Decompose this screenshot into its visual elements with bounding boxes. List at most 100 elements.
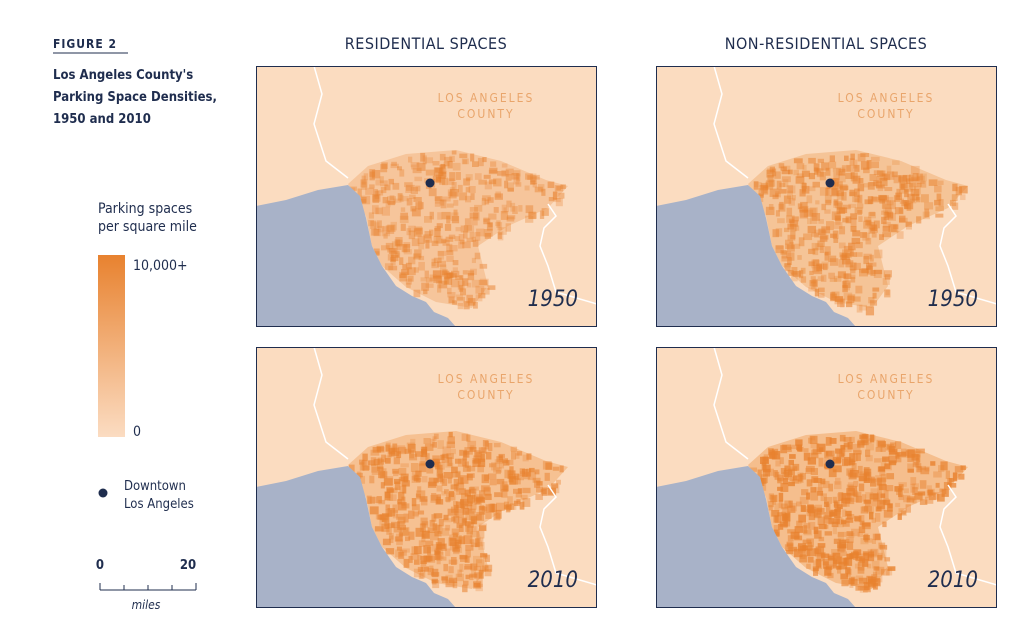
density-cell xyxy=(841,492,851,501)
density-cell xyxy=(815,200,820,205)
density-cell xyxy=(832,559,837,569)
density-cell xyxy=(828,161,837,169)
panel-border xyxy=(656,347,997,608)
scale-end: 20 xyxy=(180,558,196,573)
density-cell xyxy=(847,553,853,559)
density-cell xyxy=(876,176,882,184)
density-cell xyxy=(833,199,839,206)
density-cell xyxy=(387,248,396,253)
density-cell xyxy=(443,514,449,521)
density-cell xyxy=(860,161,870,170)
density-cell xyxy=(377,514,382,520)
density-cell xyxy=(862,440,868,446)
density-cell xyxy=(464,218,471,226)
density-cell xyxy=(415,470,422,477)
density-cell xyxy=(385,458,391,464)
density-cell xyxy=(795,439,803,446)
density-cell xyxy=(877,554,883,561)
density-cell xyxy=(424,270,429,279)
density-cell xyxy=(907,193,915,203)
density-cell xyxy=(859,304,867,311)
density-cell xyxy=(432,523,438,531)
density-cell xyxy=(848,472,857,480)
density-cell xyxy=(467,522,474,528)
density-cell xyxy=(838,259,845,268)
density-cell xyxy=(852,230,861,237)
density-cell xyxy=(452,267,458,272)
density-cell xyxy=(360,179,368,188)
density-cell xyxy=(390,259,396,266)
density-cell xyxy=(882,221,891,228)
density-cell xyxy=(438,473,443,479)
density-cell xyxy=(387,492,394,501)
density-cell xyxy=(453,209,458,216)
density-cell xyxy=(408,531,415,540)
density-cell xyxy=(880,493,886,498)
density-cell xyxy=(421,282,430,291)
density-cell xyxy=(526,468,532,477)
density-cell xyxy=(788,546,798,552)
density-cell xyxy=(906,178,911,184)
density-cell xyxy=(799,206,808,213)
density-cell xyxy=(386,527,392,535)
density-cell xyxy=(807,505,815,514)
downtown-marker xyxy=(825,178,835,188)
density-cell xyxy=(893,175,901,184)
density-cell xyxy=(401,269,410,275)
density-cell xyxy=(783,179,789,188)
density-cell xyxy=(829,438,837,444)
density-cell xyxy=(833,238,839,243)
density-cell xyxy=(850,578,858,586)
density-cell xyxy=(880,444,886,452)
density-cell xyxy=(772,168,777,177)
density-cell xyxy=(384,522,390,529)
density-cell xyxy=(408,225,416,233)
density-cell xyxy=(926,485,932,494)
density-cell xyxy=(811,259,820,269)
density-cell xyxy=(794,526,804,533)
density-cell xyxy=(853,450,862,455)
density-cell xyxy=(415,185,421,192)
legend-max: 10,000+ xyxy=(133,258,188,274)
density-cell xyxy=(840,185,849,191)
density-cell xyxy=(824,209,831,214)
density-cell xyxy=(478,525,487,531)
title-line: Parking Space Densities, xyxy=(53,90,217,105)
density-cell xyxy=(826,221,834,231)
density-cell xyxy=(853,480,859,487)
density-cell xyxy=(879,198,885,204)
density-cell xyxy=(455,539,462,549)
density-cell xyxy=(911,194,919,201)
density-cell xyxy=(947,483,957,488)
density-cell xyxy=(884,274,891,280)
density-cell xyxy=(478,447,487,454)
density-cell xyxy=(478,179,487,185)
density-cell xyxy=(837,532,845,541)
density-cell xyxy=(911,454,919,461)
density-cell xyxy=(758,187,764,197)
density-cell xyxy=(867,182,875,190)
density-cell xyxy=(871,232,877,238)
density-cell xyxy=(530,173,537,182)
density-cell xyxy=(458,536,465,545)
density-cell xyxy=(813,265,823,275)
density-cell xyxy=(422,530,430,538)
density-cell xyxy=(787,505,796,513)
density-cell xyxy=(490,161,497,167)
density-cell xyxy=(441,171,447,178)
density-cell xyxy=(399,194,404,203)
density-cell xyxy=(817,240,825,247)
density-cell xyxy=(536,486,543,493)
density-cell xyxy=(432,436,437,441)
density-cell xyxy=(765,468,774,476)
density-cell xyxy=(914,492,923,500)
density-cell xyxy=(864,216,872,222)
density-cell xyxy=(831,211,841,220)
density-cell xyxy=(760,456,769,464)
density-cell xyxy=(789,241,794,249)
density-cell xyxy=(544,472,550,481)
density-cell xyxy=(871,196,881,203)
density-cell xyxy=(445,574,453,580)
density-cell xyxy=(842,280,851,289)
density-cell xyxy=(810,491,819,501)
